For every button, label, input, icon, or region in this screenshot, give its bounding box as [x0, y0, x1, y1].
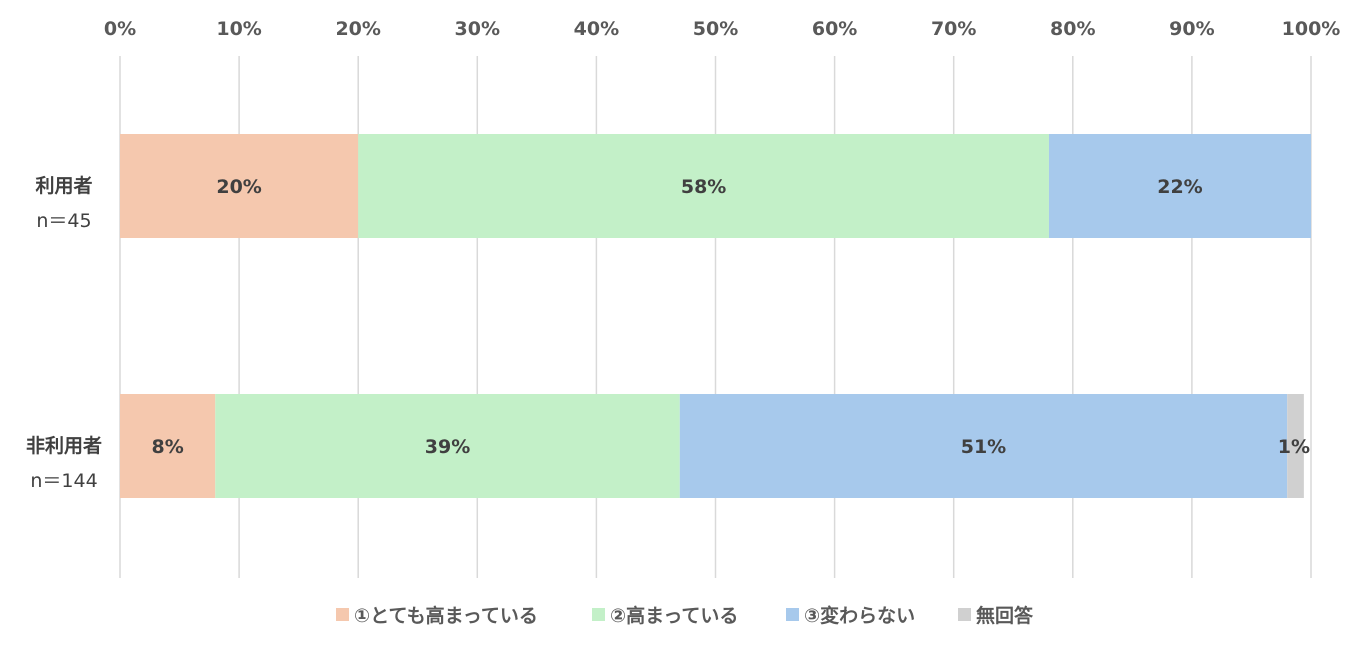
data-label: 1%: [1278, 436, 1310, 458]
legend: ①とても高まっている ②高まっている ③変わらない 無回答: [336, 604, 1034, 627]
legend-swatch: [336, 608, 349, 621]
legend-label: ①とても高まっている: [354, 604, 538, 627]
bar-segment: [215, 394, 680, 498]
data-label: 22%: [1157, 176, 1202, 198]
bars: 20% 58% 22% 8% 39% 51% 1%: [120, 134, 1311, 498]
x-tick-label: 100%: [1282, 18, 1341, 40]
legend-label: 無回答: [976, 604, 1034, 627]
bar-segment: [120, 134, 359, 238]
x-tick-label: 0%: [104, 18, 136, 40]
x-tick-label: 40%: [574, 18, 619, 40]
legend-label: ③変わらない: [804, 604, 915, 627]
x-tick-label: 80%: [1050, 18, 1095, 40]
data-label: 39%: [425, 436, 470, 458]
legend-label: ②高まっている: [610, 604, 738, 627]
legend-swatch: [592, 608, 605, 621]
category-label: 利用者: [35, 175, 92, 197]
data-label: 20%: [216, 176, 261, 198]
x-tick-label: 50%: [693, 18, 738, 40]
x-tick-label: 10%: [216, 18, 261, 40]
bar-segment: [1048, 134, 1311, 238]
x-tick-label: 20%: [335, 18, 380, 40]
category-label: 非利用者: [26, 435, 102, 457]
category-labels: 利用者 n＝45 非利用者 n＝144: [26, 175, 102, 492]
category-n-label: n＝45: [36, 210, 91, 232]
x-tick-label: 60%: [812, 18, 857, 40]
data-label: 8%: [152, 436, 184, 458]
x-tick-label: 90%: [1169, 18, 1214, 40]
legend-swatch: [958, 608, 971, 621]
x-tick-label: 70%: [931, 18, 976, 40]
data-label: 51%: [961, 436, 1006, 458]
data-label: 58%: [681, 176, 726, 198]
category-n-label: n＝144: [30, 470, 97, 492]
bar-segment: [358, 134, 1049, 238]
bar-segment: [1287, 394, 1304, 498]
x-tick-label: 30%: [455, 18, 500, 40]
x-axis-tick-labels: 0% 10% 20% 30% 40% 50% 60% 70% 80% 90% 100%: [104, 18, 1340, 40]
bar-segment: [120, 394, 216, 498]
bar-segment: [679, 394, 1288, 498]
legend-swatch: [786, 608, 799, 621]
